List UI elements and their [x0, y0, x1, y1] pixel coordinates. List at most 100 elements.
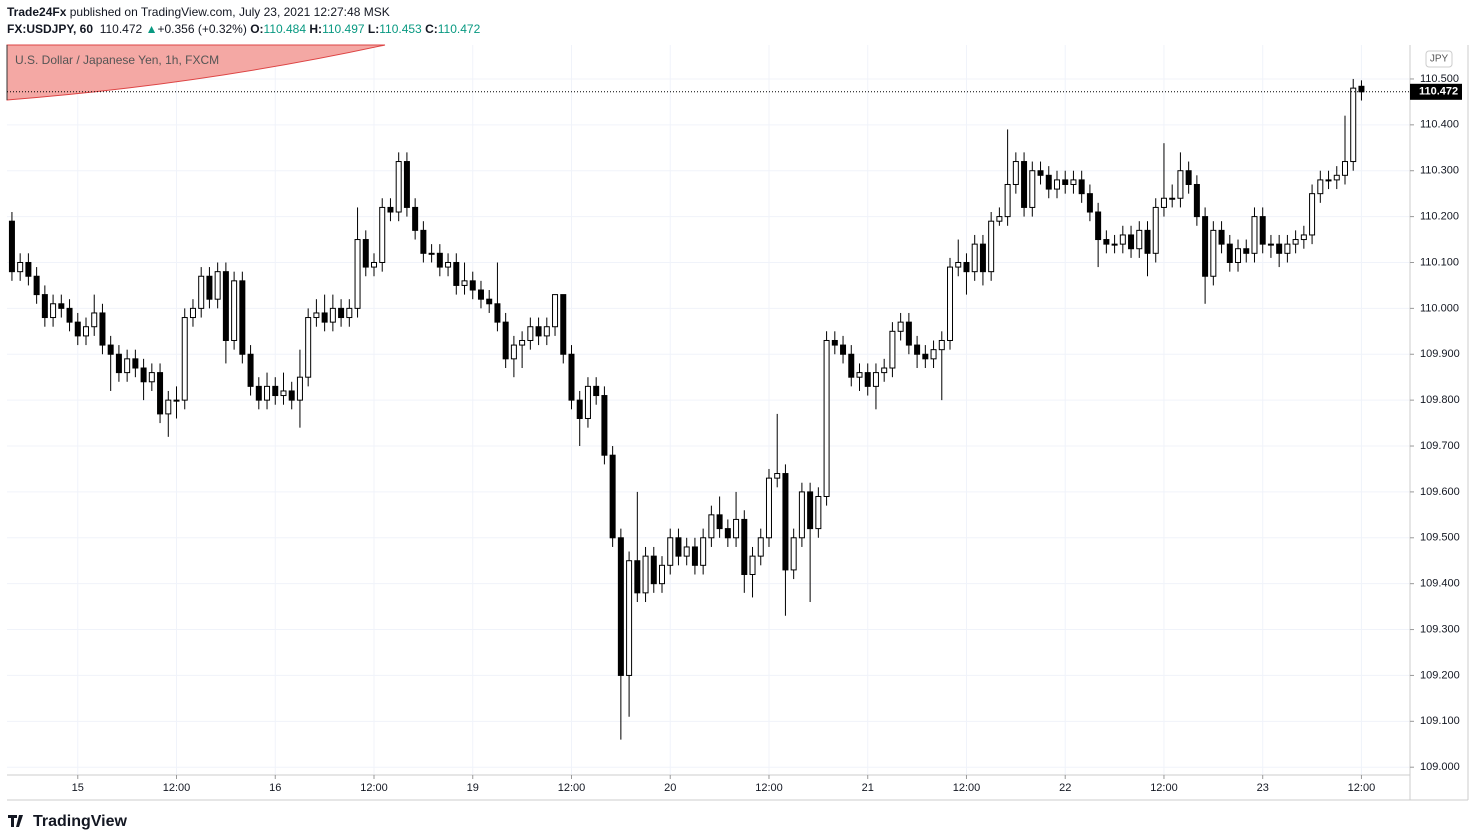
- author: Trade24Fx: [7, 5, 67, 19]
- candle-body: [206, 275, 213, 300]
- candle-body: [173, 399, 180, 402]
- candle-body: [757, 537, 764, 557]
- candle-body: [634, 560, 641, 594]
- candle-body: [815, 495, 822, 530]
- candle-body: [255, 385, 262, 401]
- candle-body: [280, 390, 287, 397]
- o-label: O:: [250, 22, 264, 36]
- candle-body: [798, 491, 805, 539]
- candle-body: [617, 537, 624, 676]
- candle-body: [469, 280, 476, 291]
- x-tick-label: 12:00: [558, 782, 586, 794]
- candle-body: [502, 321, 509, 360]
- candle-body: [338, 307, 345, 319]
- candle-body: [1160, 197, 1167, 208]
- candle-body: [1309, 193, 1316, 236]
- candle-body: [1251, 216, 1258, 254]
- candle-body: [568, 353, 575, 401]
- candle-body: [1078, 179, 1085, 195]
- published: published on TradingView.com, July 23, 2…: [69, 5, 390, 19]
- candle-body: [296, 376, 303, 401]
- candle-body: [872, 372, 879, 387]
- candle-body: [1037, 170, 1044, 176]
- candle-body: [790, 537, 797, 571]
- candle-body: [626, 560, 633, 676]
- y-tick-label: 109.800: [1420, 394, 1460, 406]
- candle-body: [1218, 229, 1225, 245]
- candle-body: [1045, 174, 1052, 190]
- logo-text: TradingView: [33, 813, 128, 830]
- candle-body: [412, 206, 419, 231]
- logo: TradingView: [8, 813, 128, 830]
- candle-body: [66, 307, 73, 323]
- x-tick-label: 16: [269, 782, 281, 794]
- candle-body: [189, 307, 196, 319]
- candle-body: [453, 261, 460, 286]
- candle-body: [724, 528, 731, 539]
- candle-body: [214, 271, 221, 300]
- candle-body: [395, 161, 402, 213]
- candle-body: [1300, 234, 1307, 241]
- y-tick-label: 109.600: [1420, 486, 1460, 498]
- y-tick-label: 109.400: [1420, 578, 1460, 590]
- y-tick-label: 109.700: [1420, 440, 1460, 452]
- candle-body: [716, 514, 723, 530]
- candle-body: [889, 330, 896, 369]
- candle-body: [91, 312, 98, 328]
- candle-body: [955, 261, 962, 268]
- candle-body: [140, 367, 147, 383]
- candle-body: [132, 358, 139, 369]
- candle-body: [1341, 161, 1348, 176]
- candle-body: [831, 339, 838, 346]
- y-tick-label: 110.100: [1420, 256, 1459, 268]
- candle-body: [881, 367, 888, 374]
- y-tick-label: 109.900: [1420, 348, 1460, 360]
- o-value: 110.484: [263, 22, 307, 36]
- candle-body: [708, 514, 715, 539]
- candle-body: [1169, 197, 1176, 200]
- candles: [8, 78, 1365, 740]
- candle-body: [1202, 216, 1209, 277]
- up-arrow: ▲: [145, 22, 158, 36]
- candle-body: [535, 326, 542, 337]
- candle-body: [741, 518, 748, 575]
- candle-body: [749, 555, 756, 575]
- candle-body: [461, 280, 468, 286]
- candle-body: [50, 303, 57, 319]
- candle-body: [1119, 234, 1126, 245]
- candle-body: [477, 289, 484, 300]
- candle-body: [1333, 174, 1340, 181]
- x-tick-label: 19: [467, 782, 479, 794]
- y-tick-label: 110.200: [1420, 211, 1459, 223]
- candle-body: [362, 239, 369, 268]
- x-tick-label: 12:00: [1150, 782, 1178, 794]
- c-value: 110.472: [437, 22, 481, 36]
- candle-body: [1284, 243, 1291, 254]
- candle-body: [272, 385, 279, 397]
- candle-body: [733, 518, 740, 539]
- candle-body: [1062, 179, 1069, 185]
- h-value: 110.497: [322, 22, 365, 36]
- candle-body: [905, 321, 912, 346]
- candle-body: [165, 399, 172, 415]
- x-tick-label: 23: [1257, 782, 1269, 794]
- candle-body: [25, 261, 32, 277]
- candle-body: [1325, 179, 1332, 182]
- y-tick-label: 110.500: [1420, 73, 1459, 85]
- candle-body: [996, 216, 1003, 222]
- candle-body: [157, 372, 164, 415]
- candle-body: [124, 358, 131, 374]
- candle-body: [403, 161, 410, 208]
- candle-body: [848, 353, 855, 378]
- logo-icon: [8, 815, 23, 827]
- candle-body: [560, 294, 567, 355]
- candle-body: [947, 266, 954, 341]
- candle-body: [1276, 243, 1283, 254]
- candle-body: [675, 537, 682, 557]
- publish-line: Trade24Fx published on TradingView.com, …: [7, 4, 480, 21]
- candle-body: [379, 206, 386, 263]
- candle-body: [486, 298, 493, 305]
- y-tick-label: 109.300: [1420, 623, 1460, 635]
- candle-body: [148, 372, 155, 383]
